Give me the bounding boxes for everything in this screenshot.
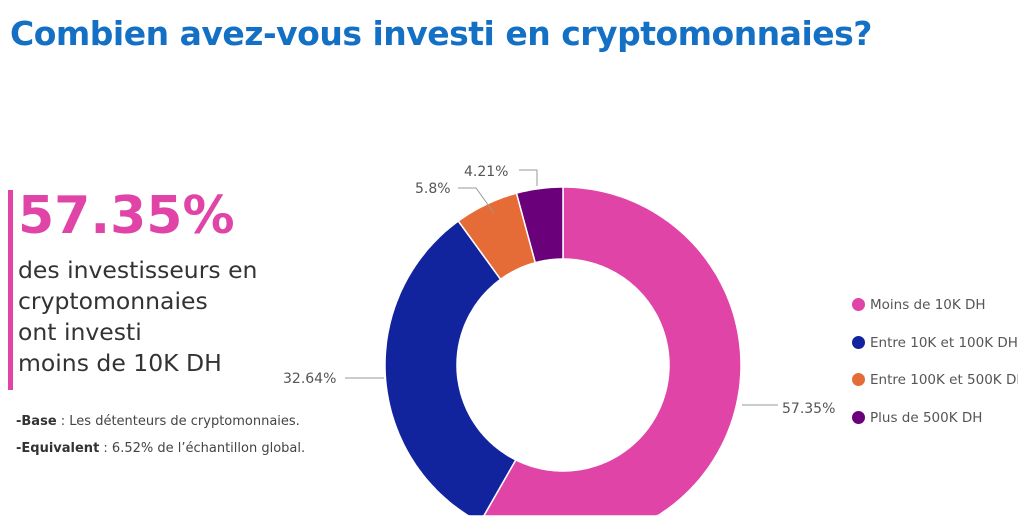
legend-label: Entre 10K et 100K DH bbox=[870, 334, 1018, 351]
highlight-line: cryptomonnaies bbox=[18, 287, 208, 315]
page-title: Combien avez-vous investi en cryptomonna… bbox=[10, 14, 872, 53]
accent-bar bbox=[8, 190, 13, 390]
legend-marker bbox=[852, 298, 865, 311]
note-text: : Les détenteurs de cryptomonnaies. bbox=[56, 414, 300, 429]
note-text: : 6.52% de l’échantillon global. bbox=[99, 441, 306, 456]
legend-item[interactable]: Plus de 500K DH bbox=[852, 410, 982, 426]
legend-label: Moins de 10K DH bbox=[870, 297, 986, 313]
data-label: 32.64% bbox=[283, 371, 336, 387]
legend-item[interactable]: Entre 100K et 500K DH bbox=[852, 372, 1018, 388]
highlight-line: des investisseurs en bbox=[18, 256, 258, 284]
leader-line bbox=[458, 187, 495, 214]
legend-label: Plus de 500K DH bbox=[870, 409, 983, 426]
legend-marker bbox=[852, 373, 865, 386]
note-base: -Base : Les détenteurs de cryptomonnaies… bbox=[16, 414, 300, 429]
highlight-value: 57.35% bbox=[18, 186, 235, 246]
data-label: 57.35% bbox=[782, 401, 835, 417]
note-label: -Equivalent bbox=[16, 441, 100, 456]
note-label: -Base bbox=[16, 414, 57, 429]
note-equivalent: -Equivalent : 6.52% de l’échantillon glo… bbox=[16, 441, 305, 456]
data-label: 5.8% bbox=[415, 181, 451, 197]
leader-line bbox=[519, 169, 538, 186]
donut-slice[interactable] bbox=[515, 186, 564, 264]
legend-item[interactable]: Moins de 10K DH bbox=[852, 297, 986, 313]
legend-item[interactable]: Entre 10K et 100K DH bbox=[852, 335, 1018, 351]
data-label: 4.21% bbox=[464, 164, 508, 180]
highlight-text: des investisseurs en cryptomonnaies ont … bbox=[18, 255, 318, 379]
highlight-line: moins de 10K DH bbox=[18, 349, 222, 377]
highlight-line: ont investi bbox=[18, 318, 142, 346]
legend-marker bbox=[852, 335, 865, 349]
legend-marker bbox=[852, 410, 865, 424]
legend-label: Entre 100K et 500K DH bbox=[870, 372, 1018, 388]
